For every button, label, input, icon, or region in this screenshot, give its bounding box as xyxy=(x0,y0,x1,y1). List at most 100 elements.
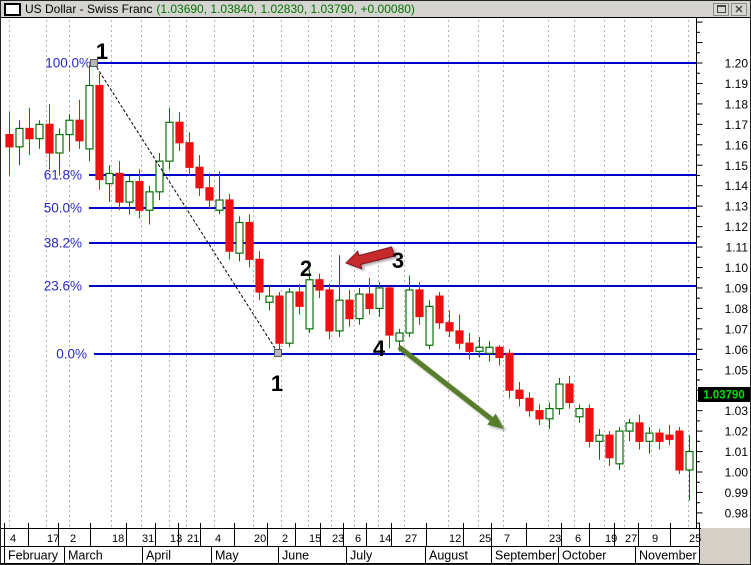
candle xyxy=(415,281,424,325)
candle-body xyxy=(215,199,224,211)
green-arrow xyxy=(397,345,504,429)
candle-body xyxy=(115,172,124,203)
candle xyxy=(675,427,684,475)
fib-label: 61.8% xyxy=(44,168,82,183)
candle-body xyxy=(555,383,564,410)
date-tick-label: 23 xyxy=(549,533,561,545)
candle-body xyxy=(5,133,14,148)
candle-body xyxy=(165,121,174,162)
date-tick-label: 25 xyxy=(689,533,701,545)
candle xyxy=(25,107,34,156)
candle xyxy=(75,99,84,149)
y-axis: 1.20 1.19 1.18 1.17 1.16 1.15 1.14 1.13 1.12 1.11… xyxy=(696,18,750,528)
candle-body xyxy=(365,293,374,309)
candle xyxy=(615,427,624,470)
trendline-anchor-handle[interactable] xyxy=(90,59,98,67)
candle xyxy=(65,114,74,151)
candle-body xyxy=(195,166,204,189)
candle xyxy=(145,185,154,225)
candle xyxy=(485,341,494,362)
candle-body xyxy=(205,187,214,201)
window-icon[interactable] xyxy=(4,2,21,16)
candle-body xyxy=(125,181,134,203)
date-tick-label: 27 xyxy=(625,533,637,545)
candle xyxy=(95,73,104,190)
candle-body xyxy=(295,291,304,307)
y-axis-label: 1.05 xyxy=(725,363,749,377)
month-label: March xyxy=(68,549,103,563)
fib-trendline[interactable] xyxy=(93,62,279,354)
candle xyxy=(235,216,244,262)
maximize-button[interactable] xyxy=(713,2,729,16)
candle-body xyxy=(335,299,344,332)
date-tick-label: 4 xyxy=(10,533,16,545)
month-label: October xyxy=(562,549,606,563)
candle-body xyxy=(435,295,444,324)
wave-number: 1 xyxy=(96,39,108,64)
date-tick-label: 19 xyxy=(605,533,617,545)
y-axis-label: 1.01 xyxy=(725,445,749,459)
candle-body xyxy=(55,133,64,154)
wave-number: 1 xyxy=(271,371,283,396)
y-axis-label: 1.15 xyxy=(725,159,749,173)
y-axis-label: 1.03 xyxy=(725,404,749,418)
candle-body xyxy=(445,322,454,332)
green-arrow-head xyxy=(487,413,504,429)
candle-body xyxy=(655,432,664,442)
candle-body xyxy=(525,397,534,412)
date-tick-label: 6 xyxy=(575,533,581,545)
candle-body xyxy=(265,295,274,303)
candle-body xyxy=(665,434,674,440)
date-tick-label: 21 xyxy=(187,533,199,545)
green-arrow-shaft xyxy=(397,345,493,422)
candle xyxy=(585,404,594,448)
candle xyxy=(575,404,584,423)
candle-body xyxy=(375,287,384,310)
candle xyxy=(335,255,344,338)
candle xyxy=(215,171,224,215)
y-axis-label: 1.00 xyxy=(725,466,749,480)
candle-body xyxy=(495,346,504,359)
close-button[interactable] xyxy=(731,2,747,16)
date-tick-label: 27 xyxy=(405,533,417,545)
candle-body xyxy=(225,199,234,252)
candle xyxy=(605,431,614,466)
window-title: US Dollar - Swiss Franc (1.03690, 1.03840… xyxy=(25,2,415,17)
month-label: September xyxy=(495,549,556,563)
trendline-anchor-handle[interactable] xyxy=(274,349,282,357)
y-axis-label: 1.02 xyxy=(725,425,749,439)
candle xyxy=(515,382,524,407)
y-axis-label: 1.16 xyxy=(725,138,749,152)
date-tick-label: 31 xyxy=(142,533,154,545)
candle xyxy=(435,292,444,329)
candle-body xyxy=(185,142,194,168)
candle xyxy=(255,251,264,301)
candle-body xyxy=(325,289,334,332)
date-tick-label: 20 xyxy=(254,533,266,545)
title-symbol: US Dollar - Swiss Franc xyxy=(25,1,153,16)
candle-body xyxy=(345,299,354,320)
candle-body xyxy=(405,289,414,334)
candle xyxy=(85,65,94,162)
title-bar: US Dollar - Swiss Franc (1.03690, 1.03840… xyxy=(1,1,750,18)
candle-body xyxy=(95,84,104,181)
candle xyxy=(165,107,174,170)
month-label: August xyxy=(429,549,468,563)
candle xyxy=(365,277,374,315)
y-axis-label: 0.99 xyxy=(725,486,749,500)
candle xyxy=(445,310,454,338)
candle-body xyxy=(275,295,284,344)
candle-body xyxy=(475,346,484,352)
month-label: June xyxy=(282,549,309,563)
candle xyxy=(455,314,464,350)
date-tick-label: 14 xyxy=(379,533,391,545)
chart-svg: 100.0%61.8%50.0%38.2%23.6%0.0%112 341.201… xyxy=(1,18,750,564)
candle xyxy=(375,281,384,317)
candle xyxy=(175,112,184,151)
y-axis-label: 1.11 xyxy=(726,241,749,255)
month-label: November xyxy=(639,549,697,563)
plot-area[interactable] xyxy=(2,19,696,528)
close-icon xyxy=(735,5,743,13)
candle xyxy=(295,283,304,315)
